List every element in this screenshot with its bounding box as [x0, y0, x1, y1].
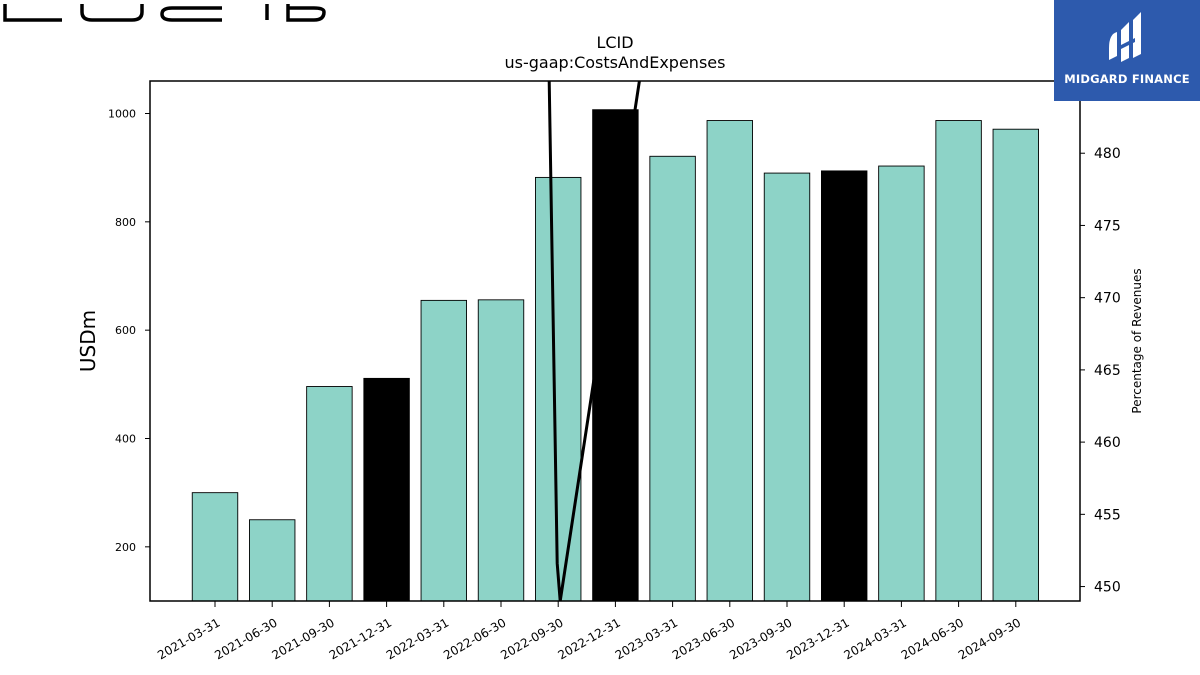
x-tick-label: 2024-03-31	[841, 615, 908, 662]
x-tick-label: 2023-03-31	[613, 615, 680, 662]
bar-2023-06-30	[706, 120, 753, 602]
chart-subtitle: us-gaap:CostsAndExpenses	[505, 53, 726, 72]
bar-2021-03-31	[191, 492, 239, 602]
y-tick-label: 1000	[108, 108, 136, 121]
y-tick-label: 200	[115, 541, 136, 554]
x-tick-label: 2022-09-30	[498, 615, 565, 662]
y2-tick-label: 465	[1094, 363, 1121, 379]
midgard-finance-logo-icon	[1109, 12, 1141, 62]
y2-tick-label: 455	[1094, 507, 1121, 523]
bar-2024-03-31	[878, 165, 925, 602]
bar-2024-06-30	[935, 120, 982, 602]
x-tick-label: 2024-06-30	[899, 615, 966, 662]
bar-2022-06-30	[477, 299, 525, 602]
x-tick-label: 2023-09-30	[727, 615, 794, 662]
percentage-line	[547, 81, 641, 601]
chart-title: LCID	[596, 33, 633, 52]
x-tick-label: 2021-09-30	[269, 615, 336, 662]
bar-2023-09-30	[763, 172, 811, 602]
x-tick-label: 2022-12-31	[555, 615, 622, 662]
y2-axis: 450 455 460 465 470 475 480	[1080, 146, 1121, 596]
y2-axis-label: Percentage of Revenues	[1130, 268, 1144, 413]
y2-tick-label: 450	[1094, 580, 1121, 596]
x-tick-label: 2021-12-31	[327, 615, 394, 662]
bar-2022-12-31	[592, 109, 639, 602]
x-tick-label: 2022-06-30	[441, 615, 508, 662]
bar-2023-03-31	[649, 155, 696, 602]
logo-letter-l	[3, 4, 62, 22]
logo-letter-u	[80, 4, 144, 22]
logo-letter-d	[286, 4, 326, 22]
y-tick-label: 600	[115, 324, 136, 337]
bar-2021-06-30	[248, 519, 296, 602]
y-tick-label: 400	[115, 433, 136, 446]
lucid-logo	[3, 4, 326, 22]
line-group	[547, 81, 641, 601]
x-tick-label: 2024-09-30	[956, 615, 1023, 662]
x-tick-label: 2022-03-31	[384, 615, 451, 662]
logo-letter-c	[160, 6, 222, 22]
bar-2021-12-31	[363, 377, 410, 602]
y2-tick-label: 480	[1094, 146, 1121, 162]
x-tick-label: 2023-06-30	[670, 615, 737, 662]
brand-badge: MIDGARD FINANCE	[1054, 0, 1200, 101]
x-axis: 2021-03-312021-06-302021-09-302021-12-31…	[155, 601, 1023, 662]
x-tick-label: 2023-12-31	[784, 615, 851, 662]
y-axis: 200 400 600 800 1000	[108, 108, 150, 554]
bar-2021-09-30	[306, 386, 353, 602]
y2-tick-label: 460	[1094, 435, 1121, 451]
y2-tick-label: 475	[1094, 218, 1121, 234]
brand-name: MIDGARD FINANCE	[1064, 72, 1190, 86]
bar-2024-09-30	[992, 128, 1039, 602]
y2-tick-label: 470	[1094, 291, 1121, 307]
x-tick-label: 2021-03-31	[155, 615, 222, 662]
bars-group	[191, 109, 1039, 602]
x-tick-label: 2021-06-30	[212, 615, 279, 662]
y-tick-label: 800	[115, 216, 136, 229]
y-axis-label: USDm	[76, 310, 100, 372]
bar-2022-03-31	[420, 299, 467, 602]
bar-2023-12-31	[821, 170, 868, 602]
